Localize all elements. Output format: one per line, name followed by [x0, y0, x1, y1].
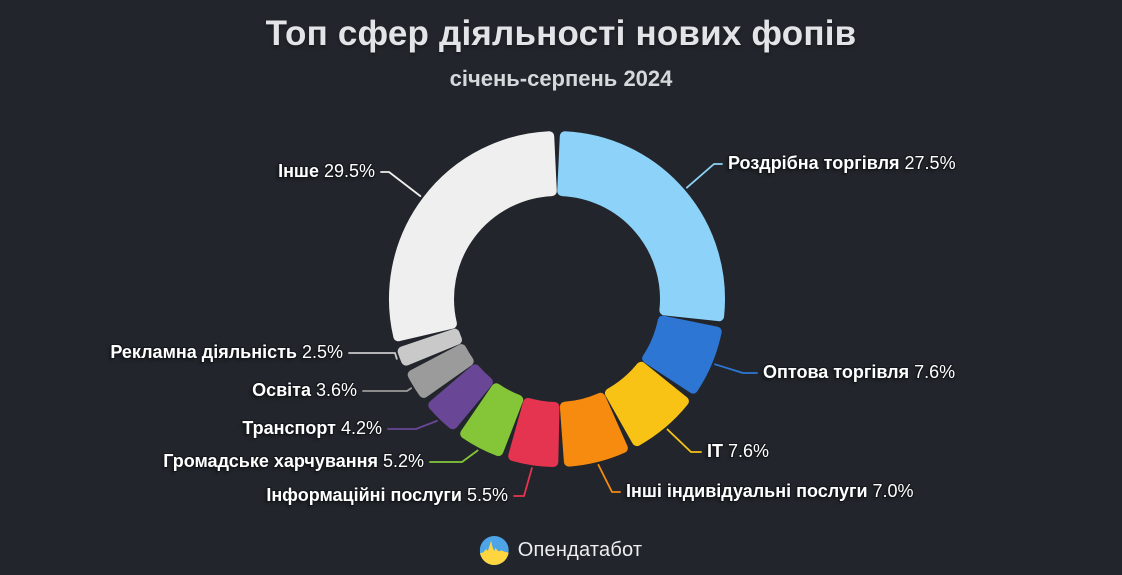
donut-slice-0 [557, 131, 725, 322]
slice-label-percent: 7.6% [909, 362, 956, 382]
donut-slice-3 [559, 392, 628, 467]
slice-label-9: Інше 29.5% [278, 161, 375, 182]
slice-label-name: Інші індивідуальні послуги [626, 481, 868, 501]
slice-label-0: Роздрібна торгівля 27.5% [728, 153, 956, 174]
slice-label-percent: 5.2% [377, 451, 424, 471]
slice-label-percent: 2.5% [296, 342, 343, 362]
opendatabot-logo-icon [479, 536, 509, 565]
slice-label-percent: 27.5% [899, 153, 956, 173]
callout-line-2 [666, 428, 702, 453]
slice-label-name: Роздрібна торгівля [728, 153, 900, 173]
slice-label-4: Інформаційні послуги 5.5% [266, 485, 508, 506]
callout-line-4 [513, 467, 533, 497]
callout-line-0 [685, 163, 723, 189]
slice-label-name: Освіта [252, 380, 311, 400]
callout-line-7 [362, 387, 413, 392]
callout-line-6 [387, 419, 438, 430]
slice-label-8: Рекламна діяльність 2.5% [110, 342, 343, 363]
slice-label-3: Інші індивідуальні послуги 7.0% [626, 481, 914, 502]
callout-line-9 [380, 171, 422, 198]
donut-slice-4 [508, 398, 560, 467]
slice-label-percent: 4.2% [335, 418, 382, 438]
slice-label-name: Інформаційні послуги [266, 485, 462, 505]
slice-label-name: IT [707, 441, 723, 461]
donut-slice-5 [460, 383, 524, 457]
slice-label-percent: 7.6% [723, 441, 770, 461]
brand-footer: Опендатабот [479, 536, 643, 565]
brand-name: Опендатабот [517, 539, 643, 561]
slice-label-percent: 5.5% [461, 485, 508, 505]
donut-slice-8 [397, 328, 462, 366]
callout-line-3 [597, 463, 621, 493]
slice-label-2: IT 7.6% [707, 441, 769, 462]
slice-label-7: Освіта 3.6% [252, 380, 357, 401]
slice-label-name: Громадське харчування [163, 451, 378, 471]
donut-slice-7 [407, 344, 474, 398]
donut-slice-6 [428, 364, 493, 430]
callout-line-5 [429, 449, 479, 463]
slice-label-percent: 3.6% [310, 380, 357, 400]
slice-label-name: Транспорт [242, 418, 336, 438]
slice-label-name: Інше [278, 161, 319, 181]
slice-label-name: Рекламна діяльність [110, 342, 297, 362]
donut-slice-1 [642, 315, 722, 394]
slice-label-percent: 7.0% [867, 481, 914, 501]
callout-line-8 [348, 352, 398, 360]
chart-title: Топ сфер діяльності нових фопів [265, 14, 857, 53]
callout-line-1 [714, 363, 758, 374]
slice-label-6: Транспорт 4.2% [242, 418, 382, 439]
donut-slice-9 [389, 131, 557, 342]
chart-subtitle: січень-серпень 2024 [449, 66, 673, 91]
slice-label-5: Громадське харчування 5.2% [163, 451, 424, 472]
slice-label-percent: 29.5% [318, 161, 375, 181]
slice-label-name: Оптова торгівля [763, 362, 910, 382]
donut-slice-2 [604, 361, 689, 447]
slice-label-1: Оптова торгівля 7.6% [763, 362, 955, 383]
